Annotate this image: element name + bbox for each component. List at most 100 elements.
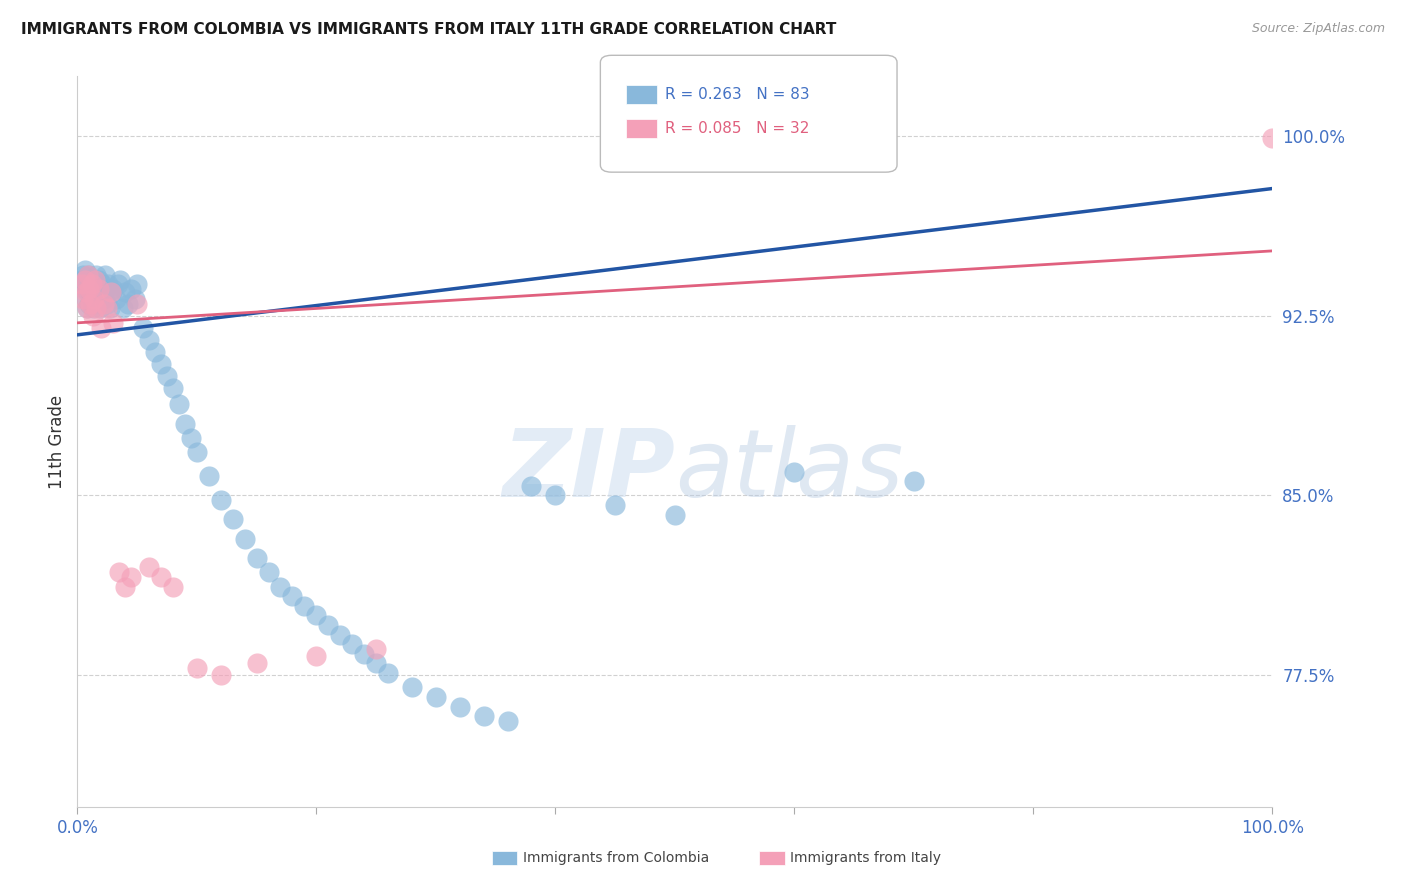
Immigrants from Italy: [120, 570, 142, 584]
Immigrants from Colombia: [98, 301, 121, 316]
Immigrants from Colombia: [180, 431, 202, 445]
Immigrants from Colombia: [70, 273, 93, 287]
Immigrants from Italy: [73, 273, 96, 287]
Immigrants from Colombia: [70, 277, 93, 292]
Immigrants from Colombia: [79, 296, 101, 310]
Immigrants from Colombia: [114, 285, 136, 299]
Immigrants from Colombia: [138, 333, 160, 347]
Immigrants from Colombia: [143, 344, 166, 359]
Immigrants from Colombia: [87, 273, 110, 287]
Immigrants from Colombia: [110, 273, 132, 287]
Immigrants from Colombia: [903, 474, 925, 488]
Immigrants from Italy: [82, 309, 104, 323]
Immigrants from Italy: [72, 292, 94, 306]
Immigrants from Colombia: [84, 296, 107, 310]
Immigrants from Colombia: [94, 282, 117, 296]
Immigrants from Colombia: [496, 714, 519, 728]
Immigrants from Colombia: [79, 282, 101, 296]
Y-axis label: 11th Grade: 11th Grade: [48, 394, 66, 489]
Immigrants from Italy: [86, 301, 108, 316]
Immigrants from Colombia: [91, 277, 114, 292]
Immigrants from Italy: [1261, 131, 1284, 145]
Immigrants from Italy: [366, 642, 388, 657]
Immigrants from Italy: [84, 273, 107, 287]
Immigrants from Italy: [77, 268, 100, 282]
Immigrants from Colombia: [292, 599, 315, 613]
Immigrants from Colombia: [197, 469, 219, 483]
Immigrants from Colombia: [167, 397, 190, 411]
Immigrants from Colombia: [257, 566, 280, 580]
Immigrants from Colombia: [82, 285, 104, 299]
Immigrants from Colombia: [97, 277, 120, 292]
Text: R = 0.263   N = 83: R = 0.263 N = 83: [665, 87, 810, 102]
Immigrants from Colombia: [84, 277, 107, 292]
Immigrants from Colombia: [353, 647, 375, 661]
Immigrants from Italy: [79, 296, 101, 310]
Immigrants from Italy: [75, 285, 97, 299]
Immigrants from Colombia: [76, 301, 98, 316]
Immigrants from Italy: [150, 570, 173, 584]
Immigrants from Italy: [186, 661, 208, 675]
Immigrants from Colombia: [246, 550, 269, 565]
Immigrants from Italy: [246, 657, 269, 671]
Immigrants from Italy: [108, 566, 131, 580]
Immigrants from Italy: [100, 285, 122, 299]
Immigrants from Italy: [83, 292, 105, 306]
Immigrants from Colombia: [664, 508, 686, 522]
Immigrants from Colombia: [127, 277, 149, 292]
Immigrants from Italy: [305, 649, 328, 664]
Immigrants from Italy: [209, 668, 232, 682]
Immigrants from Colombia: [76, 273, 98, 287]
Text: Source: ZipAtlas.com: Source: ZipAtlas.com: [1251, 22, 1385, 36]
Immigrants from Colombia: [89, 301, 111, 316]
Immigrants from Colombia: [305, 608, 328, 623]
Text: IMMIGRANTS FROM COLOMBIA VS IMMIGRANTS FROM ITALY 11TH GRADE CORRELATION CHART: IMMIGRANTS FROM COLOMBIA VS IMMIGRANTS F…: [21, 22, 837, 37]
Immigrants from Colombia: [783, 465, 806, 479]
Text: atlas: atlas: [675, 425, 903, 516]
Immigrants from Colombia: [605, 498, 627, 512]
Immigrants from Italy: [103, 316, 124, 330]
Immigrants from Colombia: [87, 282, 110, 296]
Immigrants from Italy: [127, 296, 149, 310]
Immigrants from Colombia: [93, 292, 115, 306]
Immigrants from Colombia: [80, 273, 103, 287]
Text: Immigrants from Italy: Immigrants from Italy: [790, 851, 941, 865]
Immigrants from Colombia: [186, 445, 208, 459]
Immigrants from Colombia: [124, 292, 146, 306]
Immigrants from Colombia: [73, 263, 96, 277]
Immigrants from Colombia: [270, 580, 292, 594]
Immigrants from Colombia: [281, 589, 304, 603]
Immigrants from Colombia: [366, 657, 388, 671]
Immigrants from Italy: [138, 560, 160, 574]
Immigrants from Italy: [96, 301, 118, 316]
Immigrants from Colombia: [342, 637, 364, 651]
Immigrants from Colombia: [104, 292, 127, 306]
Immigrants from Colombia: [520, 479, 543, 493]
Immigrants from Italy: [87, 282, 110, 296]
Immigrants from Italy: [114, 580, 136, 594]
Immigrants from Italy: [70, 277, 93, 292]
Immigrants from Colombia: [233, 532, 256, 546]
Immigrants from Italy: [80, 277, 103, 292]
Immigrants from Colombia: [174, 417, 197, 431]
Immigrants from Colombia: [544, 488, 567, 502]
Immigrants from Italy: [90, 320, 112, 334]
Text: Immigrants from Colombia: Immigrants from Colombia: [523, 851, 709, 865]
Immigrants from Colombia: [120, 282, 142, 296]
Text: ZIP: ZIP: [502, 425, 675, 516]
Immigrants from Colombia: [425, 690, 447, 704]
Immigrants from Italy: [93, 296, 115, 310]
Immigrants from Colombia: [209, 493, 232, 508]
Immigrants from Italy: [76, 301, 98, 316]
Immigrants from Colombia: [73, 282, 96, 296]
Immigrants from Colombia: [83, 282, 105, 296]
Immigrants from Colombia: [100, 287, 122, 301]
Immigrants from Colombia: [111, 301, 134, 316]
Immigrants from Colombia: [94, 268, 117, 282]
Immigrants from Colombia: [318, 618, 340, 632]
Immigrants from Colombia: [77, 285, 100, 299]
Immigrants from Colombia: [96, 296, 118, 310]
Immigrants from Colombia: [117, 296, 139, 310]
Immigrants from Colombia: [156, 368, 179, 383]
Text: R = 0.085   N = 32: R = 0.085 N = 32: [665, 121, 810, 136]
